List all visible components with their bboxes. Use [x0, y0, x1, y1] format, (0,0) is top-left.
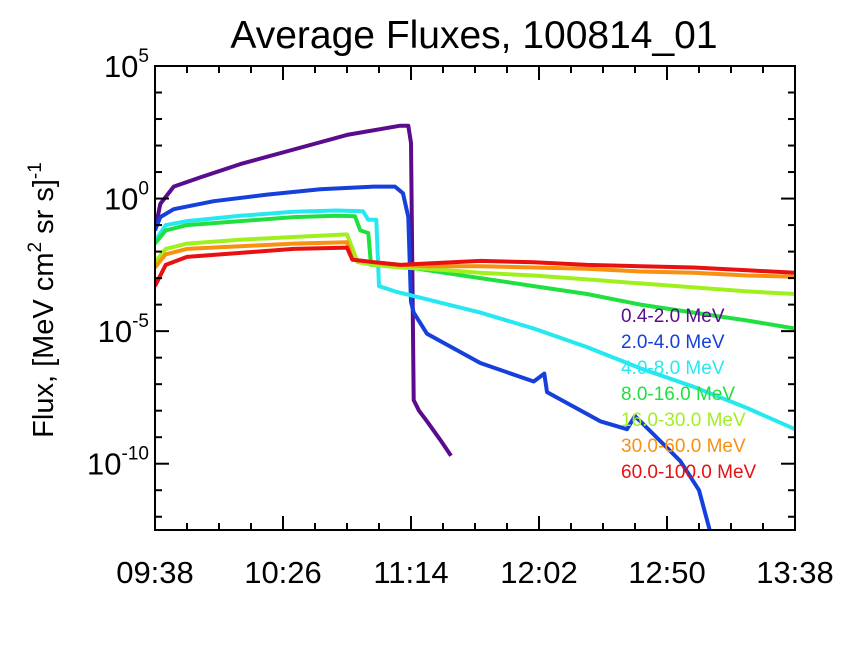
y-tick-base: 10	[104, 49, 138, 84]
legend-entry: 4.0-8.0 MeV	[621, 358, 725, 379]
y-axis-label: Flux, [MeV cm2 sr s]-1	[25, 162, 60, 438]
x-tick-label: 09:38	[116, 555, 194, 590]
y-axis-label-sup: 2	[25, 242, 46, 253]
y-axis-label-part: Flux, [MeV cm	[28, 253, 60, 438]
y-tick-base: 10	[87, 447, 121, 482]
legend-entry: 30.0-60.0 MeV	[621, 436, 746, 457]
legend-entry: 60.0-100.0 MeV	[621, 462, 757, 483]
y-axis-label-part: sr s]	[28, 179, 60, 242]
y-tick-exponent: 5	[138, 46, 149, 67]
y-tick-base: 10	[104, 182, 138, 217]
ticks-layer: 09:38 10:26 11:14 12:02 12:50 13:3810510010-5…	[87, 46, 834, 590]
y-tick-base: 10	[98, 314, 132, 349]
series-line	[155, 232, 795, 296]
x-tick-label: 12:50	[628, 555, 706, 590]
y-tick-label: 10-10	[87, 444, 149, 482]
chart-title: Average Fluxes, 100814_01	[230, 14, 717, 57]
x-tick-label: 11:14	[373, 555, 448, 590]
series-layer	[155, 123, 795, 530]
series-line	[155, 208, 795, 432]
series-line	[155, 184, 712, 530]
x-tick-label: 13:38	[756, 555, 834, 590]
legend-entry: 0.4-2.0 MeV	[621, 306, 725, 327]
svg-text:Flux, [MeV cm2 sr s]-1: Flux, [MeV cm2 sr s]-1	[25, 162, 60, 438]
series-line	[155, 245, 795, 288]
axes-layer	[154, 65, 796, 531]
y-tick-exponent: -5	[132, 311, 149, 332]
x-tick-label: 12:02	[500, 555, 578, 590]
legend-entry: 16.0-30.0 MeV	[621, 410, 746, 431]
y-tick-exponent: -10	[122, 444, 149, 465]
y-tick-label: 100	[104, 179, 149, 217]
legend-entry: 2.0-4.0 MeV	[621, 332, 725, 353]
legend-entry: 8.0-16.0 MeV	[621, 384, 735, 405]
y-axis-label-sup: -1	[25, 162, 46, 179]
y-tick-label: 105	[104, 46, 149, 84]
series-line	[155, 123, 453, 457]
y-tick-exponent: 0	[138, 179, 149, 200]
x-tick-label: 10:26	[244, 555, 322, 590]
legend: 0.4-2.0 MeV 2.0-4.0 MeV 4.0-8.0 MeV 8.0-16.…	[621, 306, 757, 483]
y-tick-label: 10-5	[98, 311, 149, 349]
plot-frame	[154, 65, 796, 531]
